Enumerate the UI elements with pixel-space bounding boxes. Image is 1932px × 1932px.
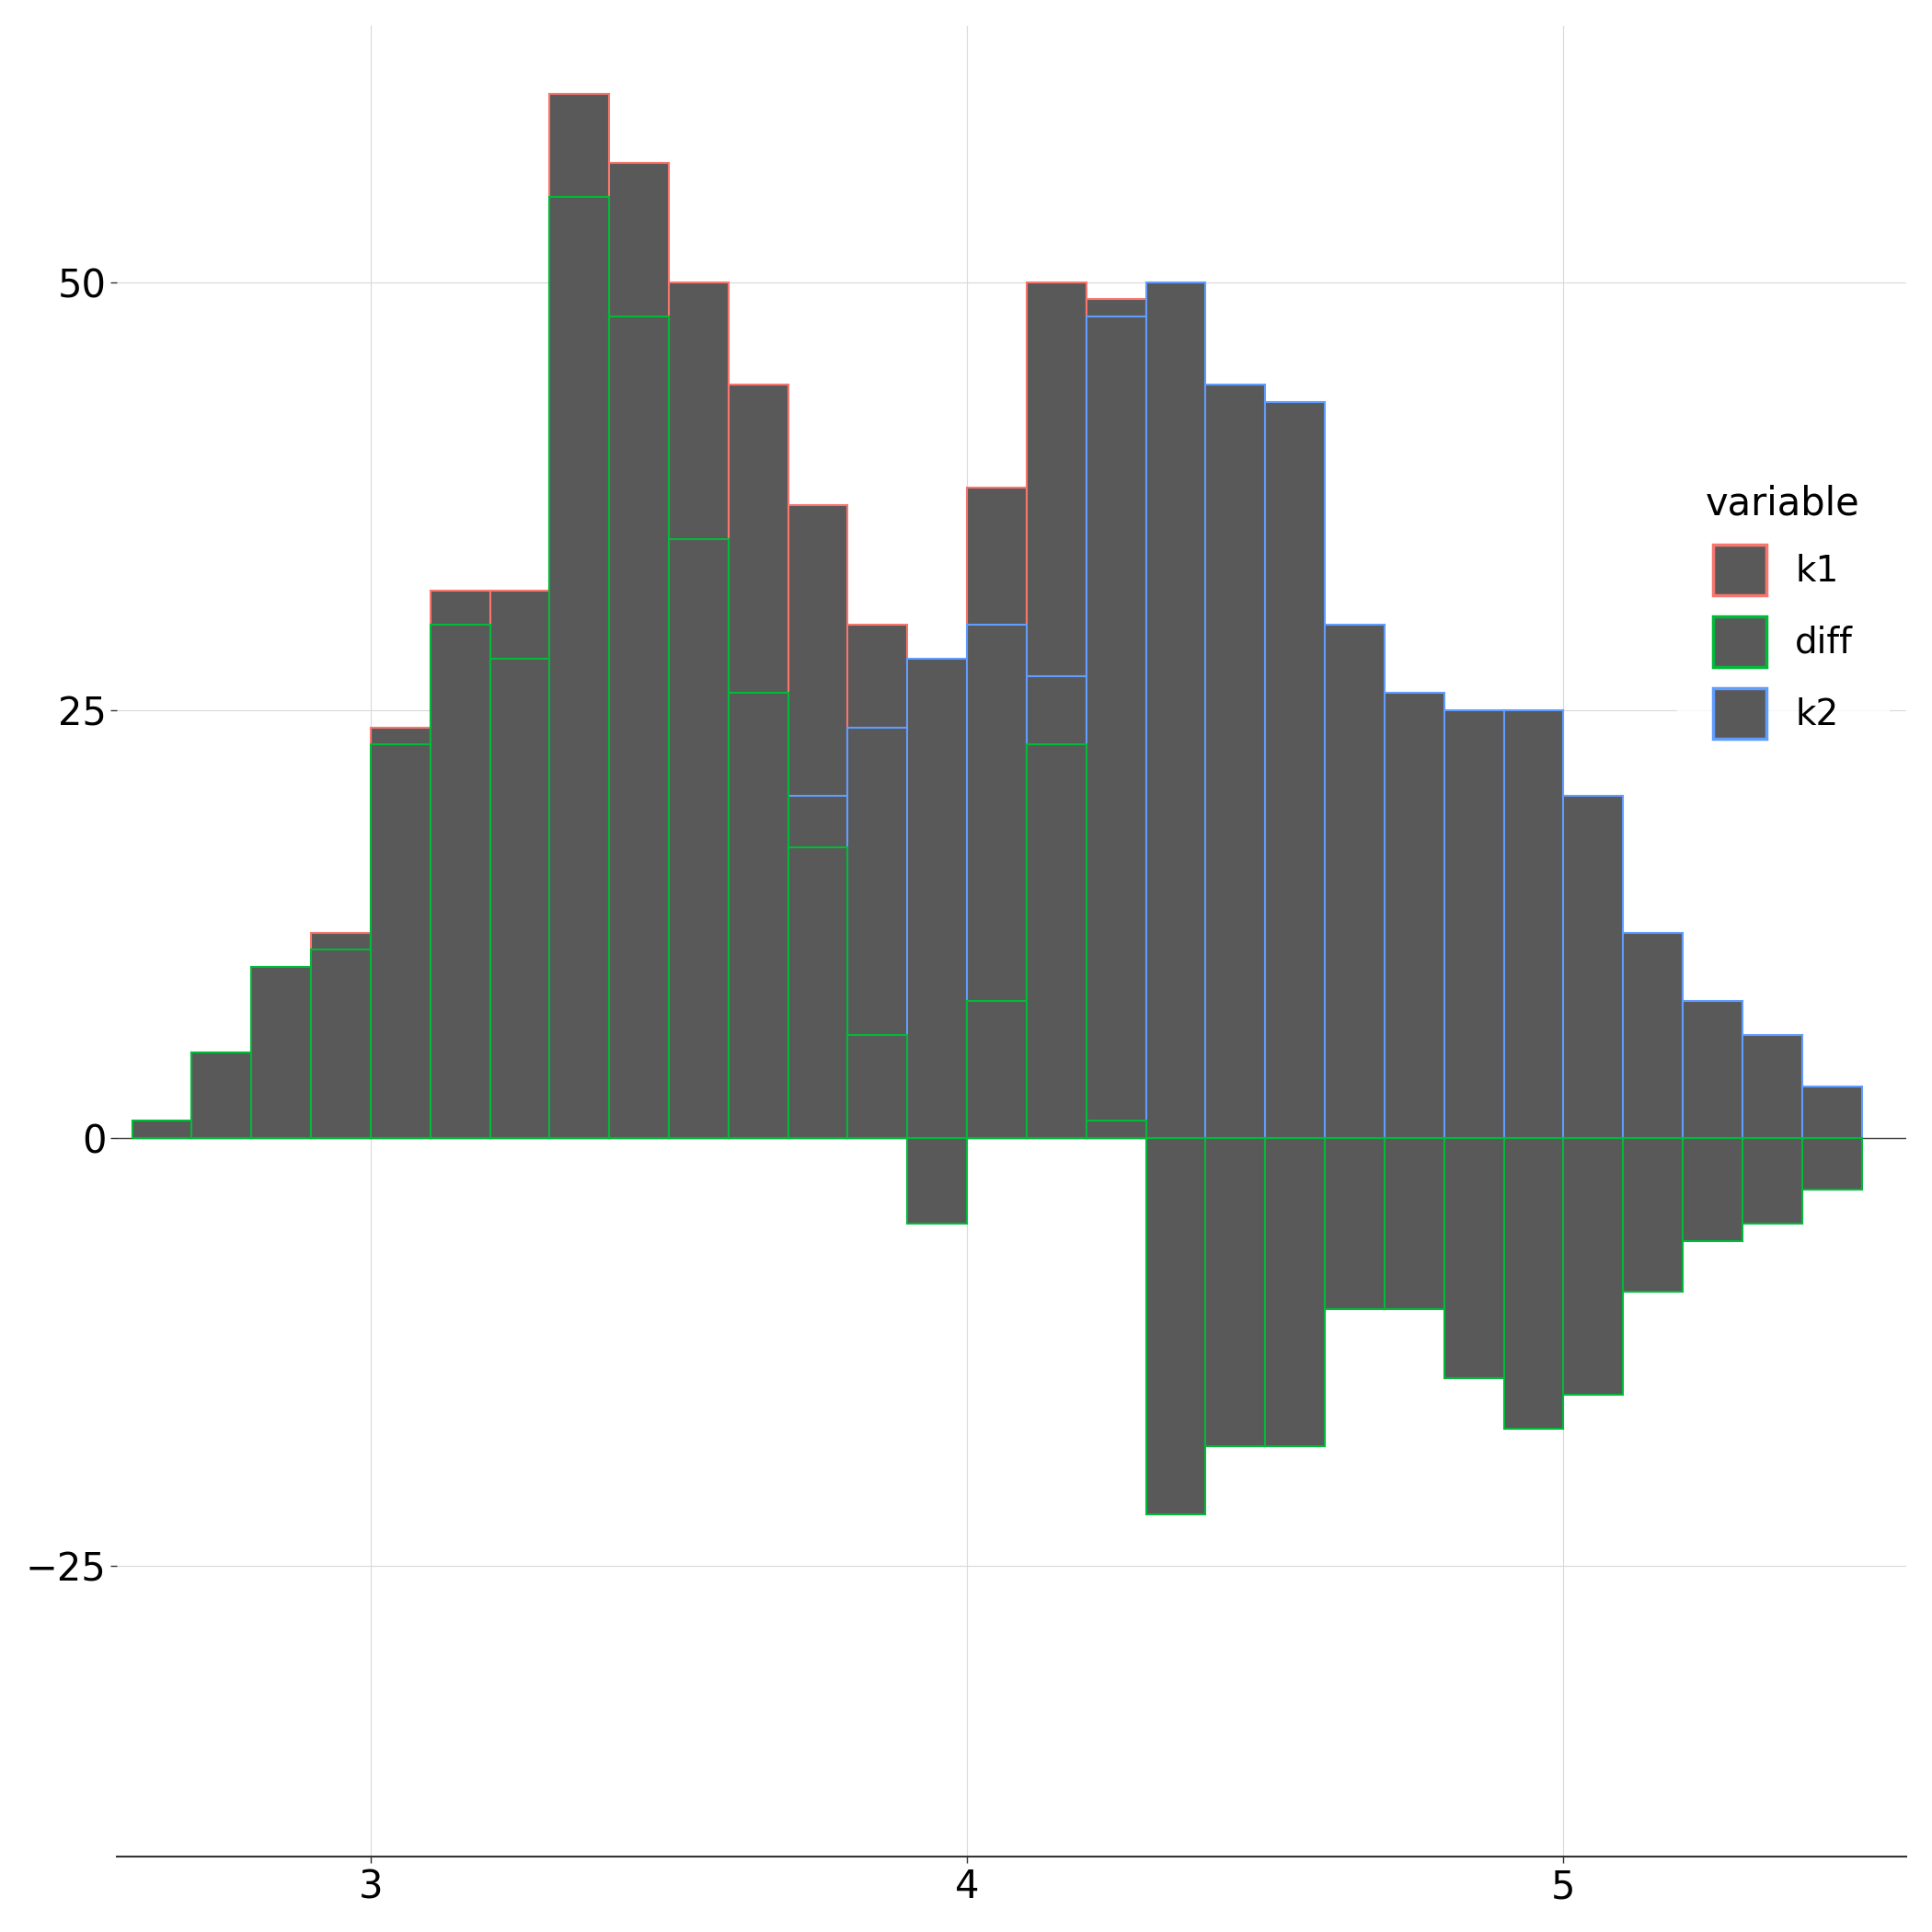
Bar [668, 282, 728, 1138]
Bar [311, 933, 371, 1138]
Bar [1265, 1138, 1325, 1447]
Bar [1206, 1138, 1265, 1447]
Bar [1743, 1036, 1803, 1138]
Bar [908, 1138, 968, 1223]
Bar [1503, 711, 1563, 1138]
Bar [1563, 1138, 1623, 1395]
Bar [1026, 282, 1086, 1138]
Bar [431, 591, 491, 1138]
Bar [491, 1070, 549, 1138]
Bar [1325, 796, 1385, 1138]
Bar [908, 744, 968, 1138]
Bar [968, 487, 1026, 1138]
Bar [908, 659, 968, 1138]
Bar [251, 966, 311, 1138]
Bar [1385, 694, 1445, 1138]
Bar [311, 951, 371, 1138]
Bar [1563, 1053, 1623, 1138]
Bar [1683, 1001, 1743, 1138]
Bar [609, 317, 668, 1138]
Bar [609, 162, 668, 1138]
Bar [1086, 317, 1146, 1138]
Bar [549, 95, 609, 1138]
Bar [609, 983, 668, 1138]
Bar [1146, 282, 1206, 1138]
Bar [1385, 1138, 1445, 1310]
Bar [1623, 933, 1683, 1138]
Bar [728, 831, 788, 1138]
Bar [191, 1053, 251, 1138]
Bar [371, 726, 431, 1138]
Bar [549, 1036, 609, 1138]
Bar [848, 726, 908, 1138]
Bar [1623, 1138, 1683, 1293]
Bar [1265, 711, 1325, 1138]
Bar [371, 744, 431, 1138]
Bar [1146, 1138, 1206, 1515]
Bar [968, 624, 1026, 1138]
Bar [549, 197, 609, 1138]
Bar [1325, 1138, 1385, 1310]
Bar [1026, 744, 1086, 1138]
Bar [788, 504, 848, 1138]
Bar [491, 591, 549, 1138]
Bar [1683, 1138, 1743, 1240]
Bar [1026, 676, 1086, 1138]
Bar [431, 624, 491, 1138]
Legend: k1, diff, k2: k1, diff, k2 [1677, 456, 1889, 767]
Bar [728, 384, 788, 1138]
Bar [371, 1121, 431, 1138]
Bar [191, 1053, 251, 1138]
Bar [1445, 711, 1503, 1138]
Bar [131, 1121, 191, 1138]
Bar [788, 846, 848, 1138]
Bar [1146, 659, 1206, 1138]
Bar [1445, 1138, 1503, 1378]
Bar [311, 1121, 371, 1138]
Bar [968, 1001, 1026, 1138]
Bar [491, 659, 549, 1138]
Bar [1743, 1138, 1803, 1223]
Bar [1623, 1086, 1683, 1138]
Bar [251, 966, 311, 1138]
Bar [1265, 402, 1325, 1138]
Bar [1743, 1121, 1803, 1138]
Bar [1385, 864, 1445, 1138]
Bar [1086, 1121, 1146, 1138]
Bar [1563, 796, 1623, 1138]
Bar [1803, 1138, 1862, 1190]
Bar [1206, 694, 1265, 1138]
Bar [1503, 1138, 1563, 1430]
Bar [1445, 951, 1503, 1138]
Bar [1325, 624, 1385, 1138]
Bar [1206, 384, 1265, 1138]
Bar [728, 694, 788, 1138]
Bar [131, 1121, 191, 1138]
Bar [431, 1103, 491, 1138]
Bar [1803, 1086, 1862, 1138]
Bar [848, 624, 908, 1138]
Bar [788, 796, 848, 1138]
Bar [668, 881, 728, 1138]
Bar [848, 1036, 908, 1138]
Bar [668, 539, 728, 1138]
Bar [1683, 1103, 1743, 1138]
Bar [1503, 1001, 1563, 1138]
Bar [1086, 299, 1146, 1138]
